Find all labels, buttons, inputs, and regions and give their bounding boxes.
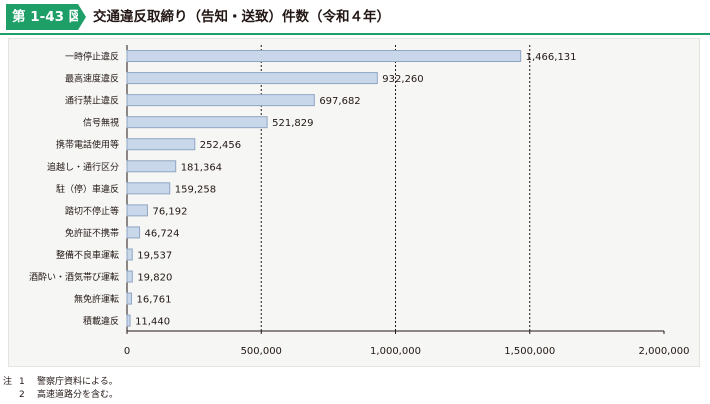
note-1: 注 1 警察庁資料による。 (3, 376, 118, 389)
notes-section: 注 1 警察庁資料による。 2 高速道路分を含む。 (3, 376, 118, 402)
data-label: 1,466,131 (526, 52, 577, 63)
note-number: 2 (19, 390, 25, 400)
bar (126, 116, 268, 129)
x-tick-label: 2,000,000 (639, 346, 690, 357)
bar (126, 94, 315, 107)
chart-panel: 0 500,000 1,000,000 1,500,000 2,000,000 一時停止違… (8, 38, 700, 367)
bar (126, 292, 133, 305)
figure-header: 第 1-43 図 交通違反取締り（告知・送致）件数（令和４年） (0, 0, 710, 35)
data-label: 46,724 (145, 228, 180, 239)
category-label: 無免許運転 (74, 293, 119, 305)
data-label: 252,456 (200, 140, 241, 151)
bar (126, 248, 133, 261)
data-label: 19,537 (137, 250, 172, 261)
category-label: 信号無視 (83, 117, 119, 129)
header-divider (0, 33, 710, 35)
x-tick-label: 1,000,000 (370, 346, 421, 357)
category-label: 一時停止違反 (65, 51, 119, 63)
bar (126, 270, 133, 283)
note-text: 警察庁資料による。 (37, 377, 118, 387)
note-text: 高速道路分を含む。 (37, 390, 119, 400)
category-label: 駐（停）車違反 (56, 183, 119, 195)
category-label: 通行禁止違反 (65, 95, 119, 107)
category-label: 踏切不停止等 (65, 205, 119, 217)
bar (126, 50, 522, 63)
data-label: 159,258 (175, 184, 216, 195)
x-tick-label: 0 (124, 346, 130, 357)
bar (126, 160, 177, 173)
bar (126, 138, 196, 151)
figure-number-badge: 第 1-43 図 (6, 4, 82, 30)
chart-title: 交通違反取締り（告知・送致）件数（令和４年） (93, 9, 390, 25)
badge-arrow-shape (78, 4, 86, 30)
data-label: 181,364 (181, 162, 222, 173)
bar (126, 72, 378, 85)
data-label: 932,260 (382, 74, 423, 85)
data-label: 76,192 (152, 206, 187, 217)
bar (126, 204, 148, 217)
bar (126, 226, 141, 239)
note-2: 2 高速道路分を含む。 (3, 389, 118, 402)
category-label: 積載違反 (83, 315, 119, 327)
category-label: 追越し・通行区分 (47, 161, 119, 173)
category-label: 整備不良車運転 (56, 249, 119, 261)
note-prefix: 注 (3, 377, 13, 387)
note-number: 1 (19, 377, 25, 387)
data-label: 11,440 (135, 317, 170, 328)
data-label: 697,682 (319, 96, 360, 107)
category-label: 免許証不携帯 (65, 227, 119, 239)
category-label: 酒酔い・酒気帯び運転 (29, 271, 119, 283)
data-label: 521,829 (272, 118, 313, 129)
category-label: 携帯電話使用等 (56, 139, 119, 151)
bar-chart: 0 500,000 1,000,000 1,500,000 2,000,000 一時停止違… (29, 45, 690, 357)
bar (126, 182, 171, 195)
category-label: 最高速度違反 (65, 73, 119, 85)
x-tick-label: 500,000 (241, 346, 282, 357)
bar (126, 314, 131, 327)
data-label: 19,820 (137, 273, 172, 284)
data-label: 16,761 (137, 295, 172, 306)
x-tick-label: 1,500,000 (504, 346, 555, 357)
